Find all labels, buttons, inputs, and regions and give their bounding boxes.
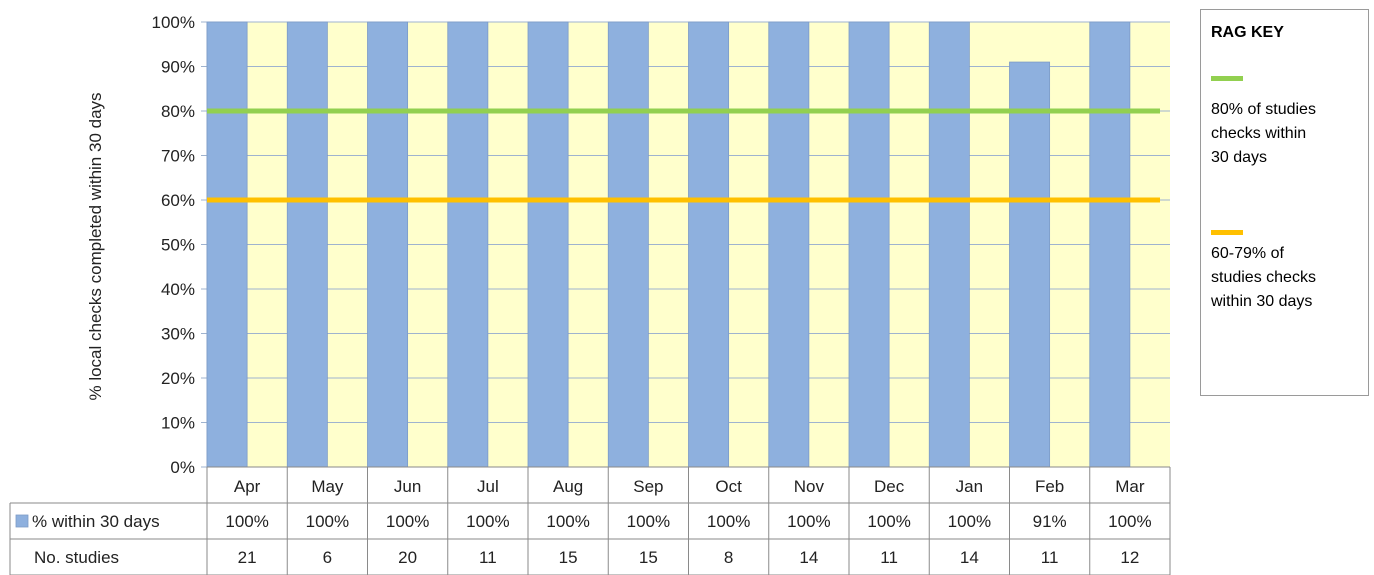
x-tick-label: Jun	[394, 477, 421, 496]
y-tick-label: 50%	[161, 236, 195, 255]
table-cell: 15	[639, 548, 658, 567]
bar	[367, 21, 409, 468]
x-tick-label: Dec	[874, 477, 905, 496]
bar	[768, 21, 810, 468]
bar	[1009, 61, 1051, 468]
rag-green-text: 80% of studies checks within 30 days	[1211, 98, 1361, 170]
table-cell: 11	[880, 548, 898, 567]
chart: 0% 10% 20% 30% 40% 50% 60% 70% 80% 90% 100% % loca…	[9, 13, 1171, 575]
rag-key: RAG KEY 80% of studies checks within 30 …	[1200, 9, 1369, 396]
x-tick-label: Oct	[715, 477, 742, 496]
table-row-label: % within 30 days	[32, 512, 160, 531]
bar	[206, 21, 248, 468]
x-tick-label: Aug	[553, 477, 583, 496]
y-axis-label: % local checks completed within 30 days	[86, 92, 105, 400]
x-tick-label: Mar	[1115, 477, 1145, 496]
y-tick-label: 100%	[152, 13, 195, 32]
bar	[527, 21, 569, 468]
rag-amber-line-3: within 30 days	[1211, 293, 1313, 310]
table-cell: 11	[1041, 548, 1059, 567]
y-tick-label: 30%	[161, 325, 195, 344]
table-cell: 8	[724, 548, 733, 567]
bar	[607, 21, 649, 468]
bar	[286, 21, 328, 468]
series-legend-key	[15, 514, 29, 528]
table-cell: 100%	[225, 512, 268, 531]
rag-amber-text: 60-79% of studies checks within 30 days	[1211, 242, 1361, 314]
table-cell: 14	[960, 548, 979, 567]
y-tick-label: 10%	[161, 414, 195, 433]
table-cell: 100%	[546, 512, 589, 531]
table-cell: 100%	[1108, 512, 1151, 531]
rag-amber-line-2: studies checks	[1211, 269, 1316, 286]
table-cell: 21	[238, 548, 257, 567]
x-tick-label: Nov	[794, 477, 825, 496]
x-tick-label: Jul	[477, 477, 499, 496]
bar	[447, 21, 489, 468]
table-cell: 91%	[1033, 512, 1067, 531]
rag-amber-line-1: 60-79% of	[1211, 245, 1284, 262]
table-cell: 15	[559, 548, 578, 567]
y-tick-label: 70%	[161, 147, 195, 166]
table-cell: 11	[479, 548, 497, 567]
rag-green-line-1: 80% of studies	[1211, 101, 1316, 118]
rag-green-swatch	[1211, 76, 1243, 81]
x-tick-label: Sep	[633, 477, 663, 496]
x-tick-label: Jan	[956, 477, 983, 496]
table-cell: 14	[799, 548, 818, 567]
y-tick-label: 80%	[161, 102, 195, 121]
table-cell: 100%	[627, 512, 670, 531]
table-cell: 100%	[948, 512, 991, 531]
rag-amber-swatch	[1211, 230, 1243, 235]
table-cell: 100%	[787, 512, 830, 531]
table-cell: 20	[398, 548, 417, 567]
rag-key-title: RAG KEY	[1211, 24, 1284, 41]
table-cell: 100%	[707, 512, 750, 531]
table-cell: 100%	[386, 512, 429, 531]
y-tick-label: 20%	[161, 369, 195, 388]
x-tick-label: Feb	[1035, 477, 1064, 496]
table-cell: 6	[323, 548, 332, 567]
table-cell: 12	[1120, 548, 1139, 567]
y-tick-label: 40%	[161, 280, 195, 299]
table-row-label: No. studies	[34, 548, 119, 567]
y-tick-label: 90%	[161, 58, 195, 77]
bar	[928, 21, 970, 468]
x-tick-label: May	[311, 477, 344, 496]
bar	[1089, 21, 1131, 468]
bar	[848, 21, 890, 468]
rag-green-line-3: 30 days	[1211, 149, 1268, 166]
table-cell: 100%	[867, 512, 910, 531]
y-tick-label: 0%	[170, 458, 195, 477]
y-tick-label: 60%	[161, 191, 195, 210]
table-cell: 100%	[306, 512, 349, 531]
table-cell: 100%	[466, 512, 509, 531]
rag-green-line-2: checks within	[1211, 125, 1307, 142]
bar	[688, 21, 730, 468]
x-tick-label: Apr	[234, 477, 261, 496]
